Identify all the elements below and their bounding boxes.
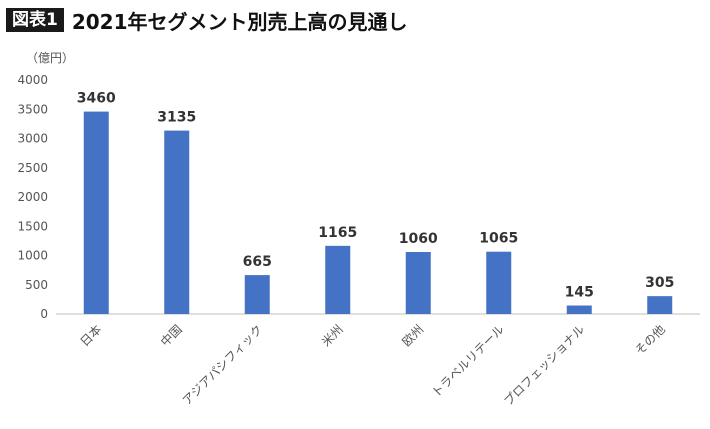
data-label: 145 bbox=[565, 285, 594, 301]
data-label: 3135 bbox=[157, 110, 196, 126]
x-tick-label: 中国 bbox=[157, 322, 185, 350]
axes: 0 500 1000 1500 2000 2500 3000 3500 4000 bbox=[17, 73, 700, 321]
bar bbox=[244, 275, 270, 314]
y-tick-label: 2000 bbox=[17, 190, 48, 204]
y-tick-label: 1500 bbox=[17, 219, 48, 233]
data-label: 1060 bbox=[399, 231, 438, 247]
x-tick-label: プロフェッショナル bbox=[501, 322, 587, 408]
y-unit-label: （億円） bbox=[26, 51, 74, 65]
figure-badge: 図表1 bbox=[6, 8, 64, 32]
y-tick-label: 3500 bbox=[17, 102, 48, 116]
bar bbox=[83, 111, 109, 314]
data-labels: 3460 3135 665 1165 1060 1065 145 305 bbox=[77, 91, 675, 301]
chart-title: 2021年セグメント別売上高の見通し bbox=[71, 9, 408, 34]
bars bbox=[83, 111, 673, 314]
bar bbox=[325, 245, 351, 314]
y-tick-label: 4000 bbox=[17, 73, 48, 87]
y-tick-label: 3000 bbox=[17, 132, 48, 146]
x-tick-label: 欧州 bbox=[399, 322, 426, 349]
chart-header: 図表1 2021年セグメント別売上高の見通し bbox=[6, 6, 408, 34]
bar bbox=[164, 130, 190, 314]
data-label: 1165 bbox=[318, 225, 357, 241]
bar bbox=[566, 305, 592, 314]
y-tick-label: 1000 bbox=[17, 249, 48, 263]
data-label: 665 bbox=[243, 254, 272, 270]
data-label: 305 bbox=[645, 275, 674, 291]
y-tick-label: 500 bbox=[25, 278, 48, 292]
bar bbox=[486, 251, 512, 314]
x-tick-label: トラベルリテール bbox=[429, 322, 507, 400]
y-tick-label: 2500 bbox=[17, 161, 48, 175]
data-label: 3460 bbox=[77, 91, 116, 107]
x-tick-label: 日本 bbox=[77, 322, 104, 349]
x-tick-label: その他 bbox=[633, 322, 668, 357]
y-tick-label: 0 bbox=[40, 307, 48, 321]
x-tick-label: 米州 bbox=[319, 322, 346, 349]
bar bbox=[647, 296, 673, 314]
bar bbox=[405, 251, 431, 314]
x-tick-label: アジアパシフィック bbox=[180, 322, 266, 408]
data-label: 1065 bbox=[479, 231, 518, 247]
